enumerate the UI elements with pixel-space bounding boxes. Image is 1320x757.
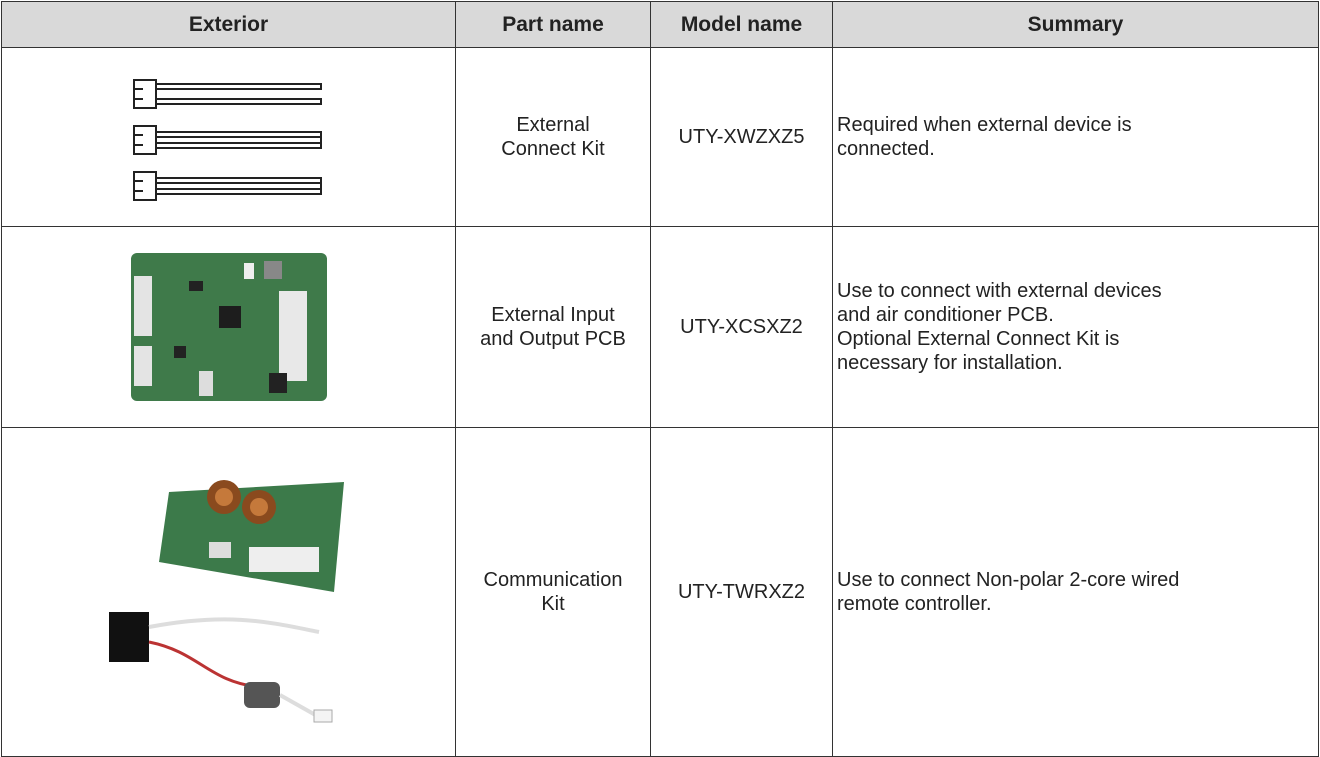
- exterior-cell: [1, 427, 456, 757]
- part-name: External Input and Output PCB: [455, 226, 651, 428]
- summary: Use to connect with external devices and…: [832, 226, 1319, 428]
- model-name: UTY-XCSXZ2: [650, 226, 833, 428]
- part-name: Communication Kit: [455, 427, 651, 757]
- header-cell: Part name: [455, 1, 651, 48]
- summary: Required when external device is connect…: [832, 47, 1319, 227]
- model-name: UTY-XWZXZ5: [650, 47, 833, 227]
- summary: Use to connect Non-polar 2-core wired re…: [832, 427, 1319, 757]
- connector-kit-image: [132, 79, 322, 201]
- exterior-cell: [1, 47, 456, 227]
- header-cell: Model name: [650, 1, 833, 48]
- pcb-image: [130, 253, 327, 401]
- table-row: External Connect Kit UTY-XWZXZ5 Required…: [1, 47, 1319, 227]
- model-name: UTY-TWRXZ2: [650, 427, 833, 757]
- header-cell: Exterior: [1, 1, 456, 48]
- header-row: Exterior Part name Model name Summary: [1, 1, 1319, 48]
- table-row: External Input and Output PCB UTY-XCSXZ2…: [1, 226, 1319, 428]
- exterior-cell: [1, 226, 456, 428]
- header-cell: Summary: [832, 1, 1319, 48]
- part-name: External Connect Kit: [455, 47, 651, 227]
- table-row: Communication Kit UTY-TWRXZ2 Use to conn…: [1, 427, 1319, 757]
- communication-kit-image: [108, 480, 344, 723]
